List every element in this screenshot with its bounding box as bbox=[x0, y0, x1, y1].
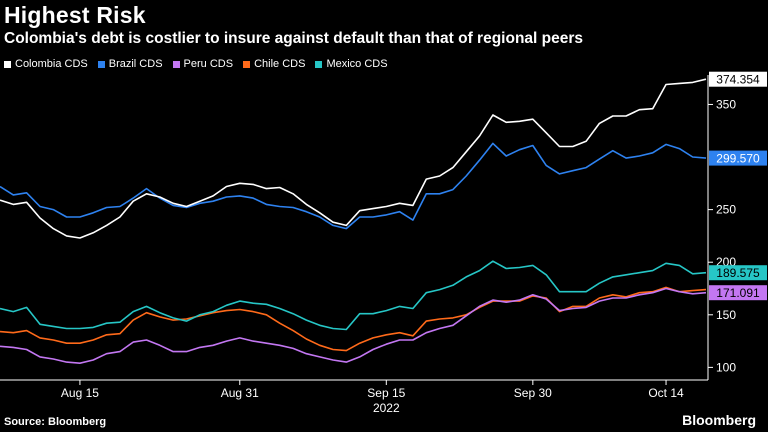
legend-item-peru-cds: Peru CDS bbox=[172, 58, 234, 70]
x-tick-label: Sep 15 bbox=[367, 386, 405, 400]
chart-title: Highest Risk bbox=[4, 2, 146, 28]
x-tick-label: Aug 31 bbox=[221, 386, 259, 400]
legend-item-mexico-cds: Mexico CDS bbox=[315, 58, 388, 70]
callout-value: 189.575 bbox=[716, 266, 760, 280]
series-line-colombia-cds bbox=[0, 78, 707, 239]
legend-label: Brazil CDS bbox=[108, 58, 163, 70]
legend-item-colombia-cds: Colombia CDS bbox=[4, 58, 88, 70]
callout-box bbox=[709, 71, 767, 87]
brand-logo: Bloomberg bbox=[682, 412, 756, 428]
end-value-callout-colombia-cds: 374.354 bbox=[709, 71, 767, 87]
callout-value: 171.091 bbox=[716, 286, 760, 300]
y-tick-label: 150 bbox=[716, 308, 736, 322]
callout-value: 374.354 bbox=[716, 73, 760, 87]
legend-swatch bbox=[4, 60, 11, 68]
end-value-callout-peru-cds: 171.091 bbox=[709, 285, 767, 301]
series-line-peru-cds bbox=[0, 287, 707, 364]
chart-subtitle: Colombia's debt is costlier to insure ag… bbox=[4, 30, 584, 47]
y-tick-label: 350 bbox=[716, 97, 736, 111]
legend-swatch bbox=[243, 60, 251, 68]
legend: Colombia CDS Brazil CDS Peru CDS Chile CDS M… bbox=[4, 57, 388, 71]
x-year-label: 2022 bbox=[373, 401, 400, 415]
legend-item-chile-cds: Chile CDS bbox=[243, 58, 305, 70]
source-note: Source: Bloomberg bbox=[4, 416, 107, 428]
legend-label: Mexico CDS bbox=[326, 58, 388, 70]
y-tick-label: 250 bbox=[716, 203, 736, 217]
series-line-brazil-cds bbox=[0, 142, 707, 230]
callout-box bbox=[709, 285, 767, 301]
x-tick-label: Aug 15 bbox=[61, 386, 99, 400]
legend-label: Colombia CDS bbox=[15, 58, 88, 70]
callout-box bbox=[709, 265, 767, 281]
y-tick-label: 100 bbox=[716, 360, 736, 374]
x-tick-label: Sep 30 bbox=[514, 386, 552, 400]
end-value-callout-brazil-cds: 299.570 bbox=[709, 150, 767, 166]
x-tick-label: Oct 14 bbox=[648, 386, 684, 400]
legend-swatch bbox=[315, 60, 323, 68]
legend-item-brazil-cds: Brazil CDS bbox=[97, 58, 163, 70]
legend-swatch bbox=[97, 60, 105, 68]
legend-label: Peru CDS bbox=[183, 58, 234, 70]
series-line-chile-cds bbox=[0, 286, 707, 352]
callout-value: 299.570 bbox=[716, 151, 760, 165]
legend-swatch bbox=[172, 60, 180, 68]
end-value-callout-mexico-cds: 189.575 bbox=[709, 265, 767, 281]
series-line-mexico-cds bbox=[0, 260, 707, 331]
callout-box bbox=[709, 150, 767, 166]
legend-label: Chile CDS bbox=[254, 58, 306, 70]
